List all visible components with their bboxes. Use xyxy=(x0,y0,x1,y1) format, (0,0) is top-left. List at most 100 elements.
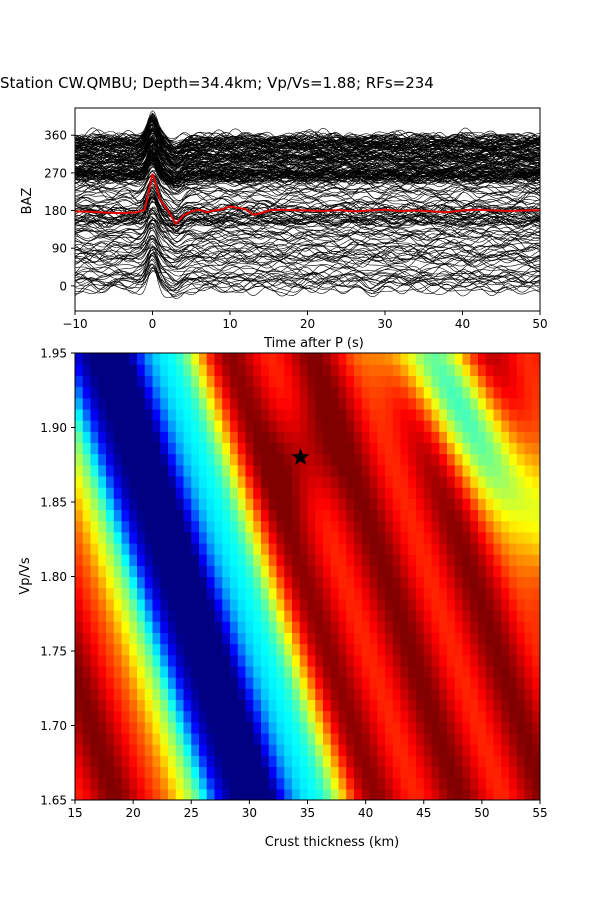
heatmap-cell xyxy=(416,777,425,790)
heatmap-cell xyxy=(175,453,185,466)
heatmap-cell xyxy=(106,654,115,667)
heatmap-cell xyxy=(408,677,417,689)
heatmap-cell xyxy=(478,408,487,421)
heatmap-cell xyxy=(423,732,433,745)
heatmap-cell xyxy=(237,408,247,421)
heatmap-cell xyxy=(206,475,216,488)
heatmap-cell xyxy=(392,364,402,376)
heatmap-cell xyxy=(392,375,402,388)
heatmap-cell xyxy=(261,654,270,667)
heatmap-cell xyxy=(98,654,107,667)
heatmap-cell xyxy=(245,721,254,734)
heatmap-cell xyxy=(113,766,123,779)
heatmap-cell xyxy=(392,576,402,589)
heatmap-cell xyxy=(385,353,394,365)
rf-trace xyxy=(75,117,540,149)
hk-y-tick-label: 1.80 xyxy=(40,570,67,584)
heatmap-cell xyxy=(299,699,309,712)
heatmap-cell xyxy=(137,610,146,622)
heatmap-cell xyxy=(106,542,115,555)
heatmap-cell xyxy=(82,431,92,443)
heatmap-cell xyxy=(501,509,510,522)
heatmap-cell xyxy=(524,699,533,712)
heatmap-cell xyxy=(222,353,231,365)
heatmap-cell xyxy=(462,766,471,779)
rf-trace xyxy=(75,110,540,148)
heatmap-cell xyxy=(509,531,518,544)
heatmap-cell xyxy=(423,386,433,399)
heatmap-cell xyxy=(268,688,278,701)
heatmap-cell xyxy=(253,431,262,443)
heatmap-cell xyxy=(524,364,533,376)
heatmap-cell xyxy=(416,565,425,578)
heatmap-cell xyxy=(214,632,223,645)
heatmap-cell xyxy=(392,665,402,678)
heatmap-cell xyxy=(90,788,99,800)
heatmap-cell xyxy=(454,397,464,410)
heatmap-cell xyxy=(230,632,239,645)
rf-trace xyxy=(75,183,540,209)
heatmap-cell xyxy=(478,621,487,633)
heatmap-cell xyxy=(299,397,309,410)
heatmap-cell xyxy=(346,364,355,376)
heatmap-cell xyxy=(470,554,479,566)
heatmap-cell xyxy=(338,542,347,555)
heatmap-cell xyxy=(183,677,192,689)
heatmap-cell xyxy=(90,766,99,779)
heatmap-cell xyxy=(206,598,216,611)
heatmap-cell xyxy=(98,509,107,522)
heatmap-cell xyxy=(524,408,533,421)
heatmap-cell xyxy=(400,610,409,622)
heatmap-cell xyxy=(113,487,123,499)
heatmap-cell xyxy=(268,755,278,768)
heatmap-cell xyxy=(168,610,177,622)
heatmap-cell xyxy=(454,654,464,667)
heatmap-cell xyxy=(354,565,363,578)
heatmap-cell xyxy=(323,353,332,365)
heatmap-cell xyxy=(183,744,192,756)
heatmap-cell xyxy=(516,487,526,499)
heatmap-cell xyxy=(75,386,84,399)
heatmap-cell xyxy=(400,431,409,443)
heatmap-cell xyxy=(175,755,185,768)
heatmap-cell xyxy=(400,509,409,522)
heatmap-cell xyxy=(261,587,270,600)
heatmap-cell xyxy=(377,487,386,499)
heatmap-cell xyxy=(75,788,84,800)
hk-x-tick-label: 20 xyxy=(125,806,140,820)
heatmap-cell xyxy=(354,531,363,544)
heatmap-cell xyxy=(137,643,146,656)
heatmap-cell xyxy=(501,665,510,678)
heatmap-cell xyxy=(152,520,161,533)
heatmap-cell xyxy=(261,565,270,578)
heatmap-cell xyxy=(292,353,301,365)
heatmap-cell xyxy=(377,777,386,790)
heatmap-cell xyxy=(253,509,262,522)
heatmap-cell xyxy=(462,744,471,756)
heatmap-cell xyxy=(175,375,185,388)
heatmap-cell xyxy=(284,721,293,734)
heatmap-cell xyxy=(253,598,262,611)
heatmap-cell xyxy=(284,408,293,421)
heatmap-cell xyxy=(454,699,464,712)
heatmap-cell xyxy=(237,565,247,578)
heatmap-cell xyxy=(524,744,533,756)
heatmap-cell xyxy=(323,453,332,466)
heatmap-cell xyxy=(454,509,464,522)
heatmap-cell xyxy=(400,777,409,790)
heatmap-cell xyxy=(516,744,526,756)
heatmap-cell xyxy=(462,542,471,555)
heatmap-cell xyxy=(439,598,448,611)
heatmap-cell xyxy=(377,509,386,522)
heatmap-cell xyxy=(160,542,169,555)
heatmap-cell xyxy=(377,498,386,511)
heatmap-cell xyxy=(183,475,192,488)
heatmap-cell xyxy=(330,755,340,768)
heatmap-cell xyxy=(222,542,231,555)
heatmap-cell xyxy=(284,431,293,443)
heatmap-cell xyxy=(361,777,371,790)
heatmap-cell xyxy=(501,643,510,656)
heatmap-cell xyxy=(253,677,262,689)
heatmap-cell xyxy=(385,420,394,432)
